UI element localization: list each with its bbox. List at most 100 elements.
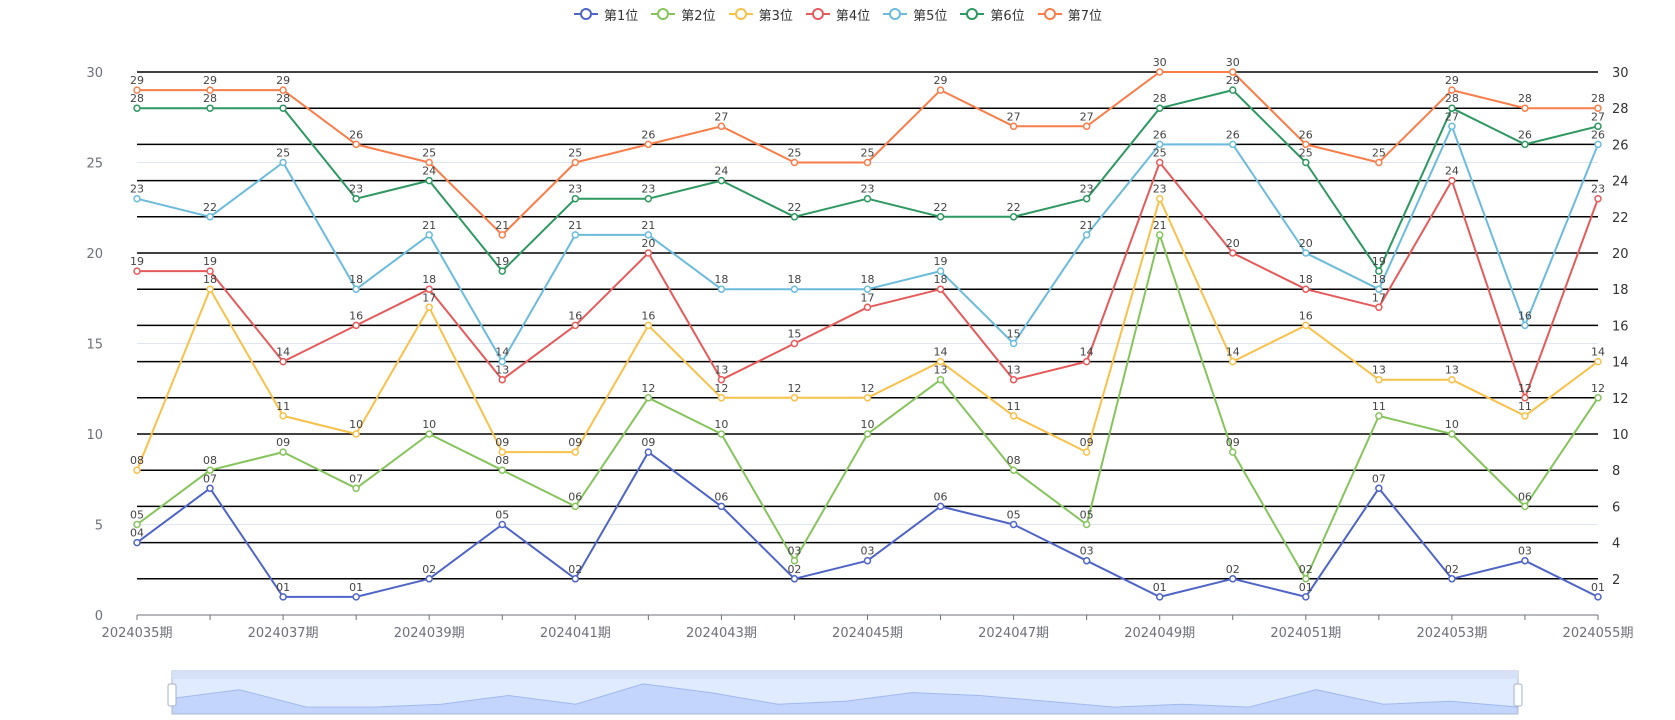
data-point <box>1594 104 1602 112</box>
data-point <box>498 267 506 275</box>
legend-item-series-1[interactable]: 第1位 <box>573 5 638 24</box>
legend-item-series-6[interactable]: 第6位 <box>959 5 1025 24</box>
data-label: 15 <box>787 328 801 341</box>
y-right-tick-label: 30 <box>1612 66 1629 81</box>
data-zoom-handle-right[interactable] <box>1513 683 1523 707</box>
data-point <box>352 140 360 149</box>
y-left-tick-label: 10 <box>86 428 103 443</box>
data-label: 01 <box>1299 581 1313 594</box>
data-point <box>352 593 360 601</box>
data-point <box>717 502 726 511</box>
data-point <box>1302 575 1310 583</box>
data-point <box>644 394 653 402</box>
data-point <box>1448 86 1456 94</box>
data-point <box>206 213 214 221</box>
data-label: 17 <box>422 291 436 304</box>
data-point <box>1009 375 1018 384</box>
data-label: 16 <box>568 309 582 322</box>
data-point <box>133 267 141 275</box>
data-label: 23 <box>349 183 363 196</box>
data-point <box>1448 176 1456 185</box>
data-point <box>1375 484 1383 493</box>
data-zoom-preview <box>171 683 1519 715</box>
legend-item-series-2[interactable]: 第2位 <box>650 5 716 24</box>
data-point <box>717 375 726 384</box>
data-label: 02 <box>1226 563 1240 576</box>
data-point <box>1594 394 1602 402</box>
data-point <box>1009 466 1018 474</box>
data-label: 22 <box>1007 201 1021 214</box>
data-point <box>790 575 799 583</box>
data-label: 14 <box>1591 346 1605 359</box>
data-label: 21 <box>422 219 436 232</box>
data-point <box>1229 140 1237 149</box>
data-label: 22 <box>203 201 217 214</box>
data-point <box>1082 448 1091 456</box>
data-label: 29 <box>203 74 217 87</box>
legend-item-series-4[interactable]: 第4位 <box>805 5 870 24</box>
data-label: 27 <box>1080 110 1094 123</box>
data-label: 06 <box>568 490 582 503</box>
data-label: 30 <box>1226 56 1240 69</box>
x-tick-label: 2024053期 <box>1416 626 1487 641</box>
data-point <box>425 158 433 167</box>
data-label: 23 <box>568 183 582 196</box>
data-label: 30 <box>1153 56 1167 69</box>
data-label: 25 <box>568 147 582 160</box>
data-label: 19 <box>495 255 509 268</box>
data-point <box>863 430 872 438</box>
data-label: 14 <box>934 346 948 359</box>
data-point <box>206 484 214 493</box>
data-point <box>498 357 506 366</box>
data-label: 14 <box>1226 346 1240 359</box>
data-label: 05 <box>1080 509 1094 522</box>
data-point <box>1229 68 1237 76</box>
data-point <box>1594 357 1602 366</box>
data-point <box>133 86 141 94</box>
data-label: 09 <box>568 436 582 449</box>
data-label: 23 <box>861 183 875 196</box>
legend-label: 第7位 <box>1067 8 1102 24</box>
data-label: 23 <box>641 183 655 196</box>
x-tick-label: 2024049期 <box>1124 626 1195 641</box>
y-left-tick-label: 30 <box>86 66 103 81</box>
legend-item-series-5[interactable]: 第5位 <box>882 5 947 24</box>
data-label: 13 <box>934 364 948 377</box>
data-point <box>1302 158 1310 167</box>
data-point <box>425 231 433 239</box>
y-right-tick-label: 4 <box>1612 537 1620 552</box>
data-point <box>863 194 872 203</box>
data-point <box>1155 140 1164 149</box>
data-point <box>206 267 214 275</box>
data-label: 19 <box>934 255 948 268</box>
data-point <box>1082 122 1091 131</box>
data-point <box>644 140 653 149</box>
x-tick-label: 2024045期 <box>832 626 903 641</box>
legend-item-series-7[interactable]: 第7位 <box>1037 5 1102 24</box>
data-point <box>1448 430 1456 438</box>
data-label: 13 <box>1007 364 1021 377</box>
data-point <box>1521 140 1529 149</box>
legend-item-series-3[interactable]: 第3位 <box>728 5 793 24</box>
data-zoom-move-bar[interactable] <box>172 671 1518 679</box>
data-point <box>1594 122 1602 131</box>
data-point <box>1229 357 1237 366</box>
data-label: 27 <box>1445 110 1459 123</box>
data-point <box>571 321 580 330</box>
data-label: 28 <box>1591 92 1605 105</box>
y-right-tick-label: 6 <box>1612 500 1620 515</box>
data-label: 16 <box>349 309 363 322</box>
data-point <box>425 176 433 185</box>
data-point <box>279 448 287 456</box>
data-label: 28 <box>1518 92 1532 105</box>
data-label: 18 <box>1372 273 1386 286</box>
data-label: 01 <box>1591 581 1605 594</box>
data-label: 14 <box>1080 346 1094 359</box>
data-point <box>133 538 141 547</box>
data-point <box>1375 412 1383 420</box>
data-label: 11 <box>1518 400 1532 413</box>
data-point <box>1375 303 1383 312</box>
data-zoom-handle-left[interactable] <box>167 683 177 707</box>
data-point <box>1594 194 1602 203</box>
